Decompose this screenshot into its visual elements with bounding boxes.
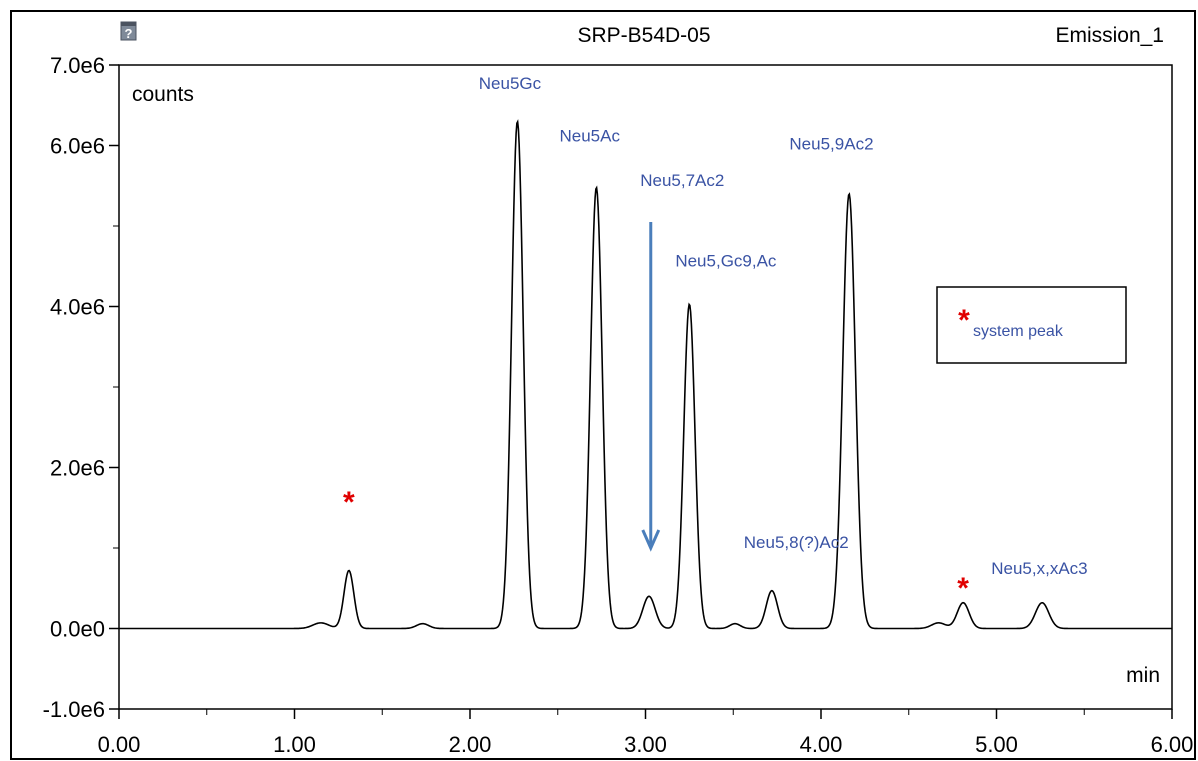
legend-label: system peak — [973, 323, 1064, 340]
axis-ticks: 0.00 1.00 2.00 3.00 4.00 5.00 6.00 -1.0e6 0.0e0 2… — [43, 53, 1194, 757]
trace-layer — [119, 119, 1172, 630]
y-tick-label: -1.0e6 — [43, 697, 105, 722]
x-tick-label: 0.00 — [98, 732, 141, 757]
peak-label: Neu5,9Ac2 — [789, 135, 873, 154]
annotations: Neu5Gc Neu5Ac Neu5,7Ac2 Neu5,Gc9,Ac Neu5,9Ac… — [343, 74, 1088, 605]
peak-label: Neu5,x,xAc3 — [991, 559, 1087, 578]
channel-label: Emission_1 — [1055, 24, 1164, 47]
svg-text:?: ? — [125, 26, 133, 41]
peak-label: Neu5Ac — [560, 126, 621, 145]
y-tick-label: 4.0e6 — [50, 295, 105, 320]
legend-symbol: * — [958, 304, 970, 337]
peak-label: Neu5Gc — [479, 74, 542, 93]
peak-label: Neu5,7Ac2 — [640, 171, 724, 190]
x-axis-label: min — [1126, 664, 1160, 687]
x-tick-label: 2.00 — [449, 732, 492, 757]
window-frame — [10, 10, 1196, 760]
x-tick-label: 4.00 — [800, 732, 843, 757]
legend-box — [936, 286, 1127, 364]
x-tick-label: 5.00 — [975, 732, 1018, 757]
y-tick-label: 0.0e0 — [50, 617, 105, 642]
peak-label: Neu5,Gc9,Ac — [675, 251, 777, 270]
y-tick-label: 6.0e6 — [50, 134, 105, 159]
y-tick-label: 2.0e6 — [50, 456, 105, 481]
chromatogram-trace — [119, 119, 1172, 630]
chart-title: SRP-B54D-05 — [577, 24, 710, 47]
peak-label: Neu5,8(?)Ac2 — [744, 533, 849, 552]
legend: * system peak — [936, 286, 1127, 364]
x-tick-label: 3.00 — [624, 732, 667, 757]
y-tick-label: 7.0e6 — [50, 53, 105, 78]
arrow-head — [641, 529, 661, 552]
x-tick-label: 6.00 — [1151, 732, 1194, 757]
system-peak-marker: * — [957, 572, 969, 605]
x-tick-label: 1.00 — [273, 732, 316, 757]
y-axis-label: counts — [132, 83, 194, 106]
plot-area — [118, 64, 1173, 710]
help-icon[interactable]: ? — [120, 21, 137, 41]
system-peak-marker: * — [343, 486, 355, 519]
